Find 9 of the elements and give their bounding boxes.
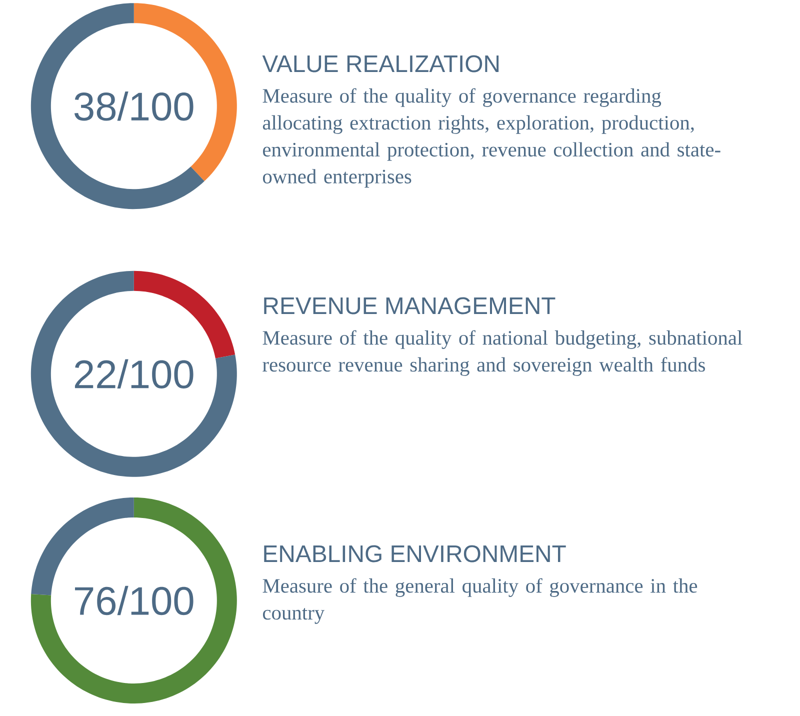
- text: 22/100: [74, 359, 194, 389]
- text: ENABLING ENVIRONMENT: [264, 545, 566, 562]
- text: Measure of the general quality of governance in the country: [262, 578, 698, 624]
- text: 76/100: [75, 586, 194, 616]
- text: VALUE REALIZATION: [262, 55, 499, 72]
- text: Measure of the quality of national budgeting, subnational resource revenue sharing and sovereign wealth funds: [262, 330, 742, 376]
- text: Measure of the quality of governance regarding allocating extraction rights, exploration, production, environmental protection, revenue collection and state-owned enterprises: [262, 88, 720, 188]
- text: REVENUE MANAGEMENT: [264, 297, 556, 314]
- text: 38/100: [74, 91, 194, 121]
